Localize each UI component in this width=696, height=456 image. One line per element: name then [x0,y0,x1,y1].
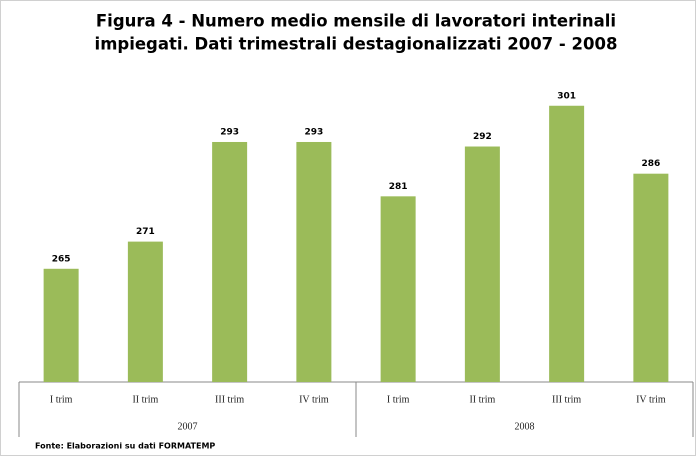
x-tick-label: II trim [132,394,158,405]
x-tick-label: IV trim [299,394,329,405]
x-tick-label: II trim [469,394,495,405]
data-label: 281 [389,182,408,192]
source-note: Fonte: Elaborazioni su dati FORMATEMP [35,442,215,451]
data-label: 286 [641,159,660,169]
bar [549,105,585,382]
x-tick-label: I trim [387,394,410,405]
bar [380,196,416,382]
data-label: 293 [304,127,323,137]
group-label: 2008 [515,421,535,432]
bar [127,241,163,382]
bar [464,146,500,382]
chart-title: Figura 4 - Numero medio mensile di lavor… [96,12,616,31]
data-label: 292 [473,132,492,142]
bar [633,173,669,382]
bar [212,141,248,382]
x-tick-label: III trim [552,394,581,405]
x-tick-label: IV trim [636,394,666,405]
data-label: 293 [220,127,239,137]
bar [296,141,332,382]
data-label: 271 [136,227,155,237]
chart-title: impiegati. Dati trimestrali destagionali… [95,35,618,54]
group-label: 2007 [178,421,198,432]
bar [43,268,79,382]
data-label: 265 [52,254,71,264]
x-tick-label: III trim [215,394,244,405]
x-tick-label: I trim [50,394,73,405]
data-label: 301 [557,91,576,101]
